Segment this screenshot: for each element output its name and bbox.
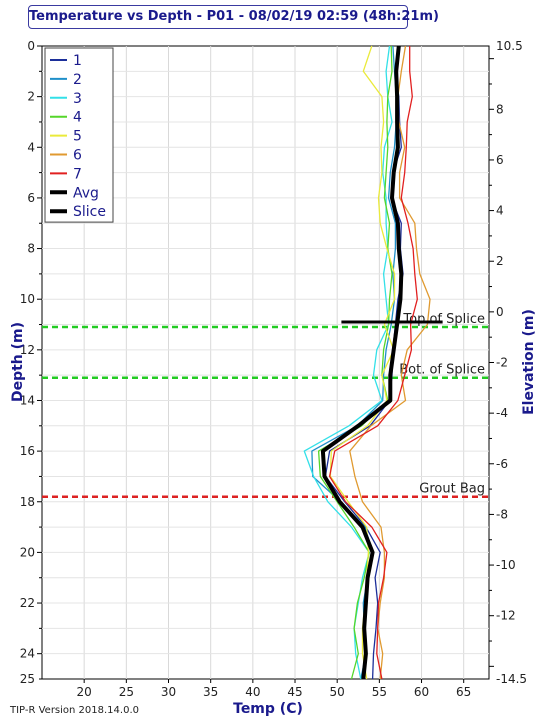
y2-tick-label: -10 — [496, 558, 516, 572]
series-line-3 — [303, 45, 393, 680]
y2-tick-label: -6 — [496, 457, 508, 471]
y2-axis-ticks: 10.5 8 6 4 2 0 -2 -4 -6 -8 -10 -12 -14.5 — [489, 39, 527, 686]
y2-tick-label: 6 — [496, 153, 504, 167]
y-tick-label: 0 — [27, 39, 35, 53]
y2-tick-label: 0 — [496, 305, 504, 319]
plot-area — [41, 45, 490, 680]
y-tick-label: 10 — [20, 292, 35, 306]
y-tick-label: 2 — [27, 90, 35, 104]
version-label: TIP-R Version 2018.14.0.0 — [10, 705, 139, 716]
y-tick-label: 14 — [20, 393, 35, 407]
y-tick-label: 16 — [20, 444, 35, 458]
x-tick-label: 30 — [161, 685, 176, 699]
series-line-4 — [317, 45, 393, 680]
grid — [42, 46, 489, 679]
y2-tick-label: -2 — [496, 356, 508, 370]
y2-tick-label: -14.5 — [496, 672, 527, 686]
y2-tick-label: -12 — [496, 609, 516, 623]
y2-tick-label: 8 — [496, 102, 504, 116]
series-line-avg — [320, 45, 404, 680]
x-tick-label: 40 — [245, 685, 260, 699]
y-tick-label: 6 — [27, 191, 35, 205]
x-tick-label: 60 — [414, 685, 429, 699]
y-tick-label: 4 — [27, 140, 35, 154]
x-axis-ticks: 20 25 30 35 40 45 50 55 60 65 — [77, 679, 471, 699]
chart-title: Temperature vs Depth - P01 - 08/02/19 02… — [28, 5, 439, 29]
y2-tick-label: -8 — [496, 507, 508, 521]
y2-tick-label: -4 — [496, 406, 508, 420]
x-tick-label: 65 — [456, 685, 471, 699]
x-tick-label: 20 — [77, 685, 92, 699]
x-tick-label: 35 — [203, 685, 218, 699]
annotation-label: Top of Splice — [402, 312, 485, 327]
x-tick-label: 25 — [119, 685, 134, 699]
legend-label: 7 — [73, 166, 82, 182]
annotations: Top of Splice Bot. of Splice Grout Bag — [42, 312, 489, 498]
x-tick-label: 55 — [372, 685, 387, 699]
y-tick-label: 20 — [20, 545, 35, 559]
annotation-label: Bot. of Splice — [399, 363, 485, 378]
legend-label: 3 — [73, 91, 82, 107]
y-tick-label: 12 — [20, 343, 35, 357]
legend-label: 2 — [73, 72, 82, 88]
y2-tick-label: 4 — [496, 204, 504, 218]
x-tick-label: 45 — [287, 685, 302, 699]
series-line-7 — [328, 46, 418, 680]
annotation-label: Grout Bag — [419, 482, 485, 497]
y2-tick-label: 2 — [496, 254, 504, 268]
y-tick-label: 24 — [20, 647, 35, 661]
y-tick-label: 18 — [20, 495, 35, 509]
legend-label: 1 — [73, 53, 82, 69]
y-tick-label: 8 — [27, 242, 35, 256]
y-axis-label: Depth (m) — [10, 322, 26, 402]
legend-label: 6 — [73, 148, 82, 164]
y2-axis-label: Elevation (m) — [521, 309, 537, 415]
legend-label: Slice — [73, 204, 106, 220]
y2-tick-label: 10.5 — [496, 39, 523, 53]
legend-label: Avg — [73, 185, 99, 201]
y-tick-label: 25 — [20, 672, 35, 686]
x-axis-label: Temp (C) — [233, 701, 303, 717]
series-lines — [303, 45, 431, 680]
x-tick-label: 50 — [330, 685, 345, 699]
legend: 1 2 3 4 5 6 7 Avg Slice — [44, 47, 114, 223]
legend-label: 4 — [73, 110, 82, 126]
legend-label: 5 — [73, 129, 82, 145]
y-tick-label: 22 — [20, 596, 35, 610]
